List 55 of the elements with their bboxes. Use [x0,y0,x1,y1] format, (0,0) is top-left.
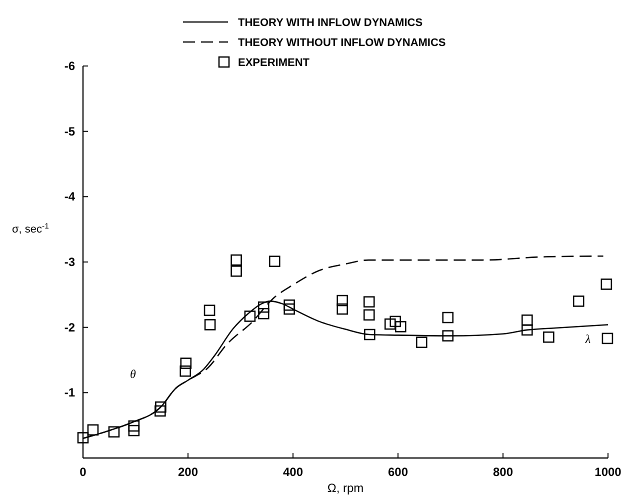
point [258,308,270,320]
point [268,256,280,267]
point [442,330,454,342]
point [204,319,216,330]
x-tick-label: 400 [282,465,304,479]
point [87,424,99,436]
point [258,301,270,313]
point [416,336,428,348]
point [284,303,295,315]
point [522,324,533,336]
point [602,332,614,344]
annotation: θ [130,367,136,381]
y-tick-label: -4 [64,190,76,204]
point [442,312,454,324]
point [77,432,89,444]
point [522,314,533,326]
x-tick-label: 0 [80,465,87,479]
point [108,426,120,438]
y-tick-label: -5 [64,124,76,138]
annotation: λ [584,332,591,346]
point [363,296,375,308]
point [390,316,402,328]
point [230,254,242,266]
legend-label: THEORY WITH INFLOW DYNAMICS [238,17,423,29]
y-axis-title: σ, sec$^{-1}$ [12,221,49,236]
x-tick-label: 800 [492,465,514,479]
x-axis-title: Ω, rpm [327,481,364,495]
point [154,405,166,417]
point [600,278,612,290]
legend-label: THEORY WITHOUT INFLOW DYNAMICS [238,37,446,49]
legend-label: EXPERIMENT [238,57,310,69]
point [128,424,140,436]
y-tick-label: -1 [64,386,76,400]
point [230,265,242,277]
point [128,420,140,432]
point [155,401,166,413]
x-tick-label: 1000 [594,465,622,479]
point [244,310,256,322]
x-tick-label: 200 [178,465,198,479]
point [336,294,348,306]
point [204,304,216,316]
point [284,299,295,311]
point [180,358,192,369]
point [180,365,192,377]
point [336,303,348,315]
x-tick-label: 600 [388,465,408,479]
point [572,296,584,307]
point [543,331,554,343]
point [394,321,406,332]
y-tick-label: -6 [64,59,76,73]
y-tick-label: -3 [64,255,76,269]
point [363,309,375,321]
y-tick-label: -2 [64,320,76,334]
point [384,318,396,330]
point [364,328,376,340]
